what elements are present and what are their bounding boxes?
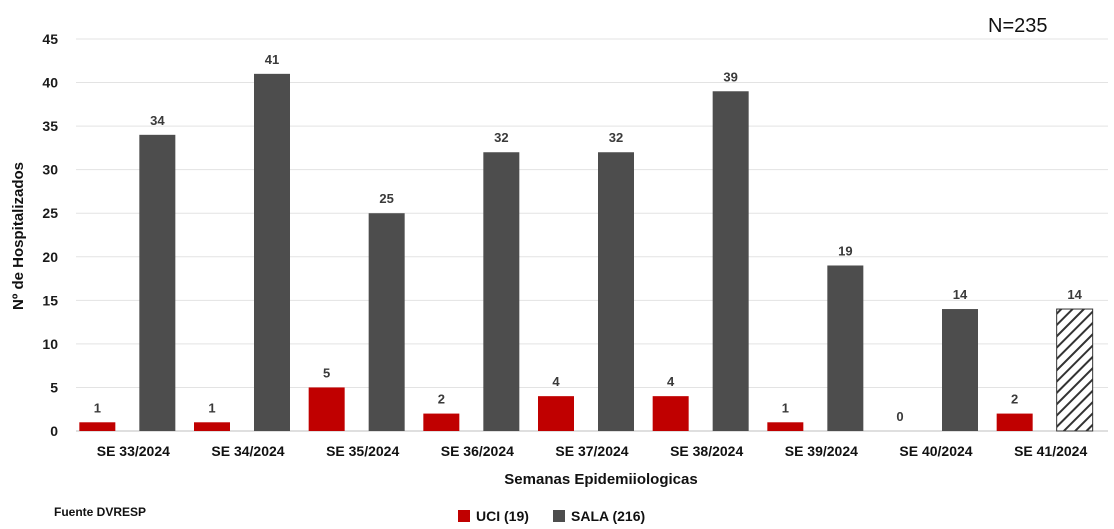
bar-uci (423, 413, 460, 431)
y-tick-label: 20 (42, 249, 58, 265)
bar-sala (483, 152, 520, 431)
x-axis-title: Semanas Epidemiiologicas (504, 471, 697, 488)
bar-uci (538, 396, 574, 431)
x-tick-label: SE 38/2024 (670, 443, 743, 459)
bar-sala (139, 134, 176, 432)
x-tick-label: SE 40/2024 (899, 443, 972, 459)
bar-uci (996, 413, 1033, 431)
bar-sala (712, 91, 749, 432)
bar-sala (368, 213, 405, 431)
bar-uci (79, 422, 116, 431)
data-label: 4 (667, 374, 675, 389)
data-label: 14 (953, 287, 968, 302)
data-label: 39 (723, 69, 737, 84)
data-label: 2 (1011, 392, 1018, 407)
data-label: 1 (94, 400, 101, 415)
x-tick-label: SE 37/2024 (555, 443, 628, 459)
bars (79, 73, 1094, 432)
y-tick-label: 35 (42, 118, 58, 134)
x-axis-ticks: SE 33/2024 SE 34/2024 SE 35/2024 SE 36/2024… (97, 443, 1088, 459)
data-label: 14 (1067, 287, 1082, 302)
gridlines (76, 38, 1108, 432)
y-tick-label: 5 (50, 379, 58, 395)
data-label: 1 (782, 400, 789, 415)
y-tick-label: 45 (42, 31, 58, 47)
data-label: 32 (494, 130, 508, 145)
bar-sala (254, 73, 290, 431)
total-annotation: N=235 (988, 15, 1048, 37)
x-tick-label: SE 33/2024 (97, 443, 170, 459)
y-tick-label: 10 (42, 336, 58, 352)
data-label: 4 (552, 374, 560, 389)
data-label: 34 (150, 113, 165, 128)
legend-swatch-uci (458, 510, 470, 522)
bar-sala (827, 265, 864, 431)
x-tick-label: SE 34/2024 (211, 443, 284, 459)
data-label: 2 (438, 392, 445, 407)
legend: UCI (19) SALA (216) (458, 508, 645, 524)
data-label: 41 (265, 52, 279, 67)
bar-uci (652, 396, 689, 431)
bar-uci (308, 387, 345, 431)
legend-label-uci: UCI (19) (476, 508, 529, 524)
bar-sala (1056, 308, 1094, 432)
data-label: 0 (896, 409, 903, 424)
legend-label-sala: SALA (216) (571, 508, 645, 524)
bar-sala (598, 152, 634, 431)
y-tick-label: 30 (42, 162, 58, 178)
y-axis-title: Nº de Hospitalizados (10, 162, 27, 310)
data-label: 32 (609, 130, 623, 145)
x-tick-label: SE 36/2024 (441, 443, 514, 459)
y-tick-label: 40 (42, 75, 58, 91)
data-label: 19 (838, 243, 852, 258)
data-label: 1 (208, 400, 215, 415)
legend-swatch-sala (553, 510, 565, 522)
bar-uci (194, 422, 230, 431)
x-tick-label: SE 35/2024 (326, 443, 399, 459)
bar-sala (942, 309, 978, 431)
y-axis-ticks: 0 5 10 15 20 25 30 35 40 45 (42, 31, 58, 439)
y-tick-label: 15 (42, 292, 58, 308)
data-label: 5 (323, 365, 330, 380)
source-note: Fuente DVRESP (54, 505, 146, 519)
data-labels: 1 34 1 41 5 25 2 32 4 32 4 39 1 19 0 14 2 14 (94, 52, 1083, 424)
data-label: 25 (379, 191, 393, 206)
x-tick-label: SE 39/2024 (785, 443, 858, 459)
y-tick-label: 0 (50, 423, 58, 439)
y-tick-label: 25 (42, 205, 58, 221)
x-tick-label: SE 41/2024 (1014, 443, 1087, 459)
bar-uci (767, 422, 804, 431)
